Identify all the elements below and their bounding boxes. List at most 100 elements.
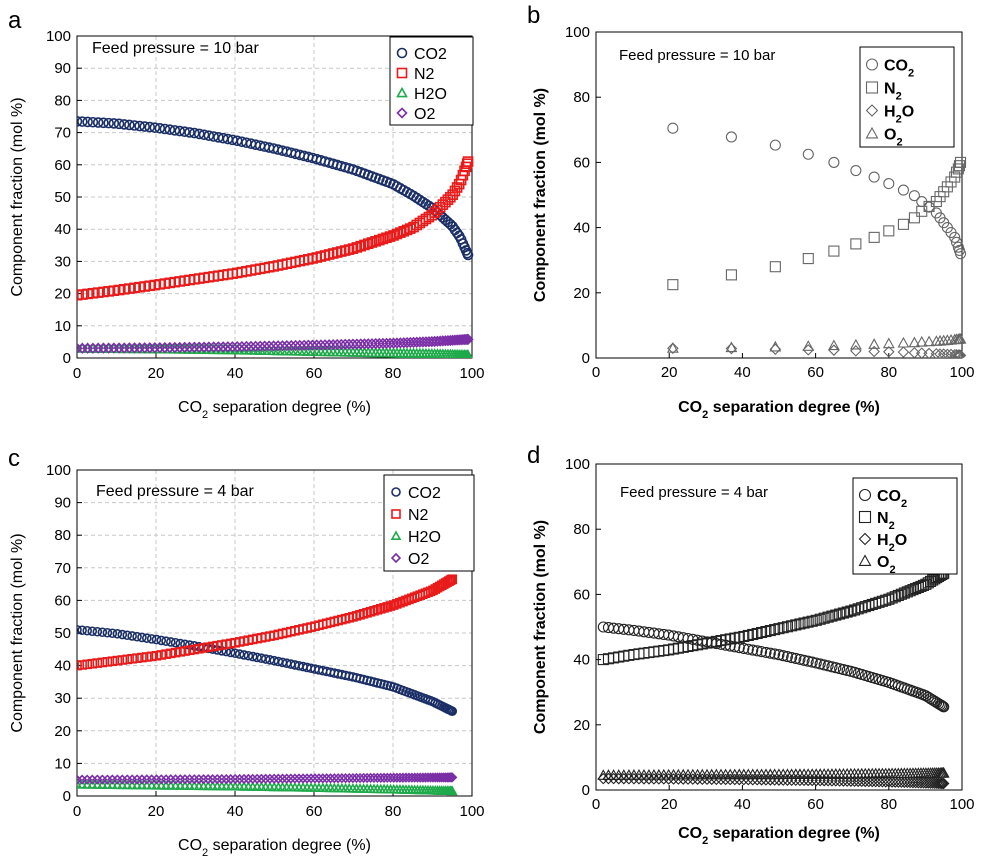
data-point: [883, 346, 895, 358]
x-tick-label: 80: [880, 364, 897, 381]
data-point: [769, 139, 781, 151]
x-tick-label: 20: [661, 364, 678, 381]
x-axis-label-main: CO: [678, 825, 702, 842]
data-point: [850, 238, 862, 250]
data-point: [161, 636, 171, 646]
series-O2: [77, 333, 474, 354]
x-tick-label: 60: [306, 803, 323, 820]
data-point: [301, 773, 313, 784]
data-point: [897, 184, 909, 196]
legend-label-sub: 2: [896, 114, 902, 126]
data-point: [828, 156, 840, 168]
data-point: [82, 659, 92, 670]
legend-label-base: CO: [884, 58, 908, 75]
data-point: [336, 773, 347, 784]
data-point: [852, 603, 864, 615]
data-point: [934, 348, 946, 358]
y-tick-label: 0: [63, 350, 71, 367]
data-point: [794, 618, 806, 630]
data-point: [212, 341, 225, 353]
data-point: [742, 643, 754, 655]
data-point: [166, 637, 176, 647]
legend-label: O2: [877, 554, 896, 576]
data-point: [849, 338, 862, 350]
data-point: [445, 772, 456, 783]
y-tick-label: 90: [54, 495, 71, 512]
data-point: [682, 773, 694, 785]
data-point: [365, 772, 376, 784]
legend-marker-triangle-icon: [865, 126, 879, 139]
data-point: [77, 289, 83, 301]
legend-marker-circle-icon: [396, 47, 408, 59]
data-point: [701, 773, 713, 786]
data-point: [868, 345, 880, 358]
data-point: [384, 231, 396, 242]
data-point: [156, 635, 167, 646]
annotation: Feed pressure = 10 bar: [92, 40, 259, 57]
data-point: [747, 628, 759, 641]
data-point: [710, 773, 723, 786]
data-point: [92, 658, 103, 668]
legend-marker-diamond-icon: [858, 532, 872, 546]
data-point: [760, 625, 772, 638]
data-point: [938, 701, 950, 713]
x-axis-label: CO2 separation degree (%): [178, 837, 371, 858]
data-point: [954, 248, 967, 260]
legend-label-sub: 2: [889, 542, 895, 554]
data-point: [77, 779, 88, 789]
legend-label-sub: 2: [901, 498, 907, 510]
data-point: [935, 777, 948, 790]
legend-box: [852, 477, 958, 575]
data-point: [907, 776, 919, 789]
data-point: [222, 341, 234, 353]
data-point: [725, 341, 738, 353]
data-point: [405, 223, 416, 234]
data-point: [786, 620, 798, 632]
data-point: [256, 653, 267, 664]
data-point: [901, 776, 914, 789]
data-point: [834, 663, 846, 675]
legend-marker-diamond-icon: [865, 104, 879, 117]
data-point: [366, 237, 378, 248]
data-point: [764, 625, 776, 637]
data-point: [889, 776, 902, 788]
data-point: [91, 779, 103, 789]
data-point: [932, 777, 945, 790]
legend-item: CO2: [391, 485, 441, 502]
data-point: [332, 773, 344, 784]
data-point: [92, 117, 104, 128]
data-point: [868, 171, 880, 183]
y-tick-label: 80: [573, 89, 590, 106]
legend-item: H2O: [390, 529, 441, 546]
data-point: [954, 156, 967, 168]
data-point: [725, 342, 738, 355]
y-tick-label: 80: [573, 521, 590, 538]
data-point: [108, 118, 120, 129]
data-point: [388, 230, 399, 241]
data-point: [459, 349, 470, 358]
data-point: [298, 339, 310, 351]
x-tick-label: 20: [148, 803, 165, 820]
data-point: [370, 235, 381, 247]
data-point: [883, 178, 895, 190]
series-CO2: [77, 116, 474, 261]
data-point: [462, 333, 474, 345]
data-point: [132, 631, 142, 642]
x-tick-label: 0: [73, 803, 81, 820]
data-point: [769, 340, 782, 352]
y-tick-label: 20: [54, 723, 71, 740]
legend-label-base: O: [877, 554, 889, 571]
data-point: [667, 773, 680, 785]
data-point: [810, 614, 822, 626]
data-point: [882, 337, 895, 349]
data-point: [738, 642, 750, 654]
x-axis-label-sub: 2: [202, 409, 208, 421]
data-point: [802, 616, 814, 628]
legend-label: CO2: [877, 488, 907, 510]
data-point: [954, 332, 967, 344]
data-point: [97, 657, 108, 668]
